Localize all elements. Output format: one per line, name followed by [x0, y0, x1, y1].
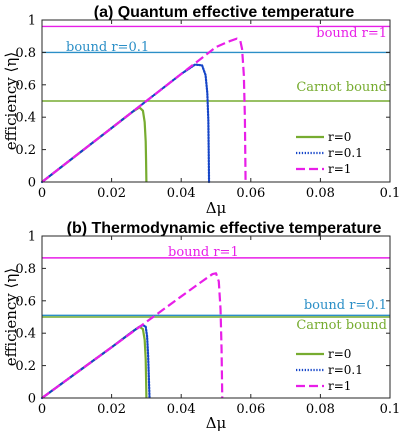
x-tick-label: 0.1	[380, 402, 401, 417]
legend-label: r=0	[328, 347, 351, 361]
legend-label: r=1	[328, 162, 351, 176]
x-tick-label: 0	[38, 402, 46, 417]
y-tick-label: 1	[28, 14, 36, 29]
x-axis-label: Δμ	[206, 414, 227, 432]
x-tick-label: 0.08	[306, 186, 335, 201]
bound-annotation: bound r=1	[168, 245, 239, 260]
x-tick-label: 0.04	[167, 402, 196, 417]
x-tick-label: 0.08	[306, 402, 335, 417]
y-tick-label: 0.4	[15, 327, 36, 342]
bound-annotation: Carnot bound	[296, 318, 387, 333]
x-tick-label: 0.1	[380, 186, 401, 201]
y-tick-label: 0.8	[15, 46, 36, 61]
bound-annotation: Carnot bound	[296, 80, 387, 95]
y-axis-label: efficiency ⟨η⟩	[2, 268, 20, 366]
y-tick-label: 0.4	[15, 111, 36, 126]
y-tick-label: 0.8	[15, 262, 36, 277]
y-tick-label: 0	[28, 176, 36, 191]
series-line-r-1	[41, 272, 224, 399]
chart-title: (b) Thermodynamic effective temperature	[67, 220, 382, 237]
y-axis-label: efficiency ⟨η⟩	[2, 52, 20, 150]
y-tick-label: 0.2	[15, 359, 36, 374]
bound-annotation: bound r=0.1	[304, 298, 387, 313]
bound-annotation: bound r=1	[316, 26, 387, 41]
x-tick-label: 0.06	[236, 186, 265, 201]
legend-label: r=0.1	[328, 363, 363, 377]
panel-b: (b) Thermodynamic effective temperature 0…	[2, 220, 400, 432]
y-tick-label: 0.6	[15, 294, 36, 309]
y-tick-label: 0	[28, 392, 36, 407]
panel-a: (a) Quantum effective temperature 0 0.02 0.…	[2, 4, 400, 217]
legend-label: r=0	[328, 130, 351, 144]
bound-annotation: bound r=0.1	[66, 40, 149, 55]
x-axis-label: Δμ	[206, 199, 227, 217]
chart-title: (a) Quantum effective temperature	[94, 4, 355, 21]
series-line-r-0-1	[40, 63, 211, 184]
legend-label: r=0.1	[328, 146, 363, 160]
plot-frame	[41, 19, 391, 183]
series-line-r-1	[41, 37, 247, 183]
x-tick-label: 0.06	[236, 402, 265, 417]
x-tick-label: 0.02	[97, 402, 126, 417]
x-tick-label: 0	[38, 186, 46, 201]
x-tick-label: 0.02	[97, 186, 126, 201]
y-tick-label: 0.2	[15, 143, 36, 158]
legend-label: r=1	[328, 379, 351, 393]
y-tick-label: 1	[28, 230, 36, 245]
plot-frame	[41, 235, 391, 399]
x-tick-label: 0.04	[167, 186, 196, 201]
y-tick-label: 0.6	[15, 78, 36, 93]
